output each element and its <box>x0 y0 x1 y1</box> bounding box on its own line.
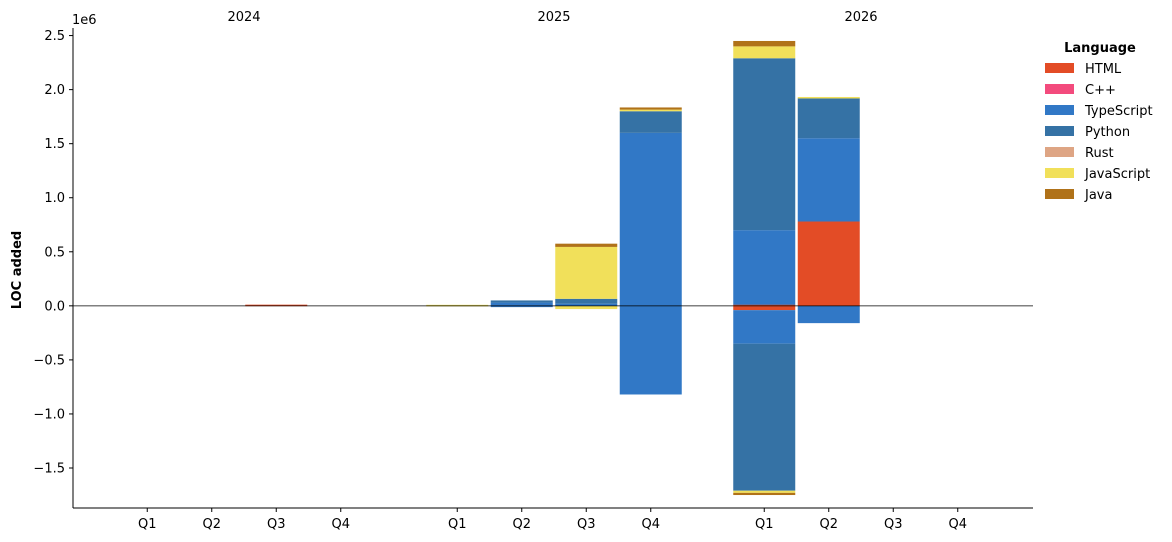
x-tick-label: Q4 <box>331 517 350 532</box>
x-tick-label: Q2 <box>512 517 531 532</box>
x-tick-label: Q2 <box>819 517 838 532</box>
legend-label: TypeScript <box>1084 104 1153 119</box>
bar-segment-java <box>733 40 796 47</box>
bar-segment-java <box>555 243 618 247</box>
bar-segment-typescript <box>490 302 553 306</box>
legend-swatch <box>1045 168 1074 178</box>
year-label: 2025 <box>537 10 570 25</box>
x-tick-label: Q1 <box>448 517 467 532</box>
legend-swatch <box>1045 84 1074 94</box>
bar-segment-typescript <box>733 310 796 344</box>
bar-segment-typescript <box>797 305 860 324</box>
bar-segment-python <box>733 58 796 231</box>
bar-segment-typescript <box>619 305 682 395</box>
y-ticks: −1.5 −1.0 −0.5 0.0 0.5 1.0 1.5 2.0 2.5 <box>33 29 73 477</box>
bar-segment-javascript <box>619 109 682 112</box>
x-tick-label: Q4 <box>948 517 967 532</box>
y-tick-label: −0.5 <box>33 353 65 368</box>
y-tick-label: 2.5 <box>44 29 65 44</box>
y-tick-label: 1.5 <box>44 137 65 152</box>
legend-label: JavaScript <box>1084 167 1150 182</box>
legend-swatch <box>1045 189 1074 199</box>
bar-segment-html <box>797 221 860 306</box>
legend-label: C++ <box>1085 83 1116 98</box>
bar-segment-javascript <box>797 96 860 99</box>
legend-swatch <box>1045 105 1074 115</box>
x-tick-label: Q1 <box>755 517 774 532</box>
bar-segment-javascript <box>733 46 796 59</box>
legend-label: Rust <box>1085 146 1114 161</box>
bar-segment-html <box>733 305 796 311</box>
bar-segment-python <box>797 98 860 139</box>
x-tick-label: Q3 <box>884 517 903 532</box>
legend-swatch <box>1045 147 1074 157</box>
x-ticks: Q1 Q2 Q3 Q4 Q1 Q2 Q3 Q4 Q1 Q2 Q3 Q4 <box>138 508 967 532</box>
bar-segment-python <box>490 300 553 303</box>
bar-segment-javascript <box>555 305 618 310</box>
bars-layer <box>245 40 860 496</box>
bar-segment-typescript <box>619 132 682 306</box>
legend-label: HTML <box>1085 62 1122 77</box>
bar-segment-java <box>733 492 796 496</box>
bar-segment-java <box>619 107 682 110</box>
bar-segment-typescript <box>797 138 860 222</box>
y-tick-label: −1.5 <box>33 462 65 477</box>
legend-entries: HTML C++ TypeScript Python Rust JavaScript Jav… <box>1045 62 1153 203</box>
y-tick-label: 2.0 <box>44 83 65 98</box>
bar-segment-html <box>733 304 796 307</box>
bar-segment-typescript <box>555 303 618 306</box>
bar-segment-javascript <box>733 490 796 493</box>
bar-segment-python <box>555 298 618 304</box>
bar-segment-python <box>733 343 796 491</box>
year-label: 2026 <box>844 10 877 25</box>
bar-segment-html <box>245 304 308 307</box>
y-tick-label: 0.5 <box>44 245 65 260</box>
y-axis-title: LOC added <box>10 231 25 309</box>
year-label: 2024 <box>227 10 260 25</box>
bar-segment-javascript <box>555 246 618 299</box>
x-tick-label: Q4 <box>641 517 660 532</box>
legend: Language HTML C++ TypeScript Python Rust Java… <box>1045 41 1153 203</box>
y-tick-label: 0.0 <box>44 299 65 314</box>
legend-label: Python <box>1085 125 1130 140</box>
legend-swatch <box>1045 126 1074 136</box>
x-tick-label: Q2 <box>202 517 221 532</box>
bar-segment-python <box>619 111 682 133</box>
y-tick-label: −1.0 <box>33 407 65 422</box>
x-tick-label: Q3 <box>577 517 596 532</box>
legend-title: Language <box>1064 41 1136 56</box>
legend-swatch <box>1045 63 1074 73</box>
year-labels: 2024 2025 2026 <box>227 10 877 25</box>
bar-segment-typescript <box>490 305 553 308</box>
x-tick-label: Q3 <box>267 517 286 532</box>
y-tick-label: 1.0 <box>44 191 65 206</box>
y-offset-label: 1e6 <box>72 13 97 28</box>
legend-label: Java <box>1084 188 1112 203</box>
bar-segment-typescript <box>733 230 796 305</box>
x-tick-label: Q1 <box>138 517 157 532</box>
